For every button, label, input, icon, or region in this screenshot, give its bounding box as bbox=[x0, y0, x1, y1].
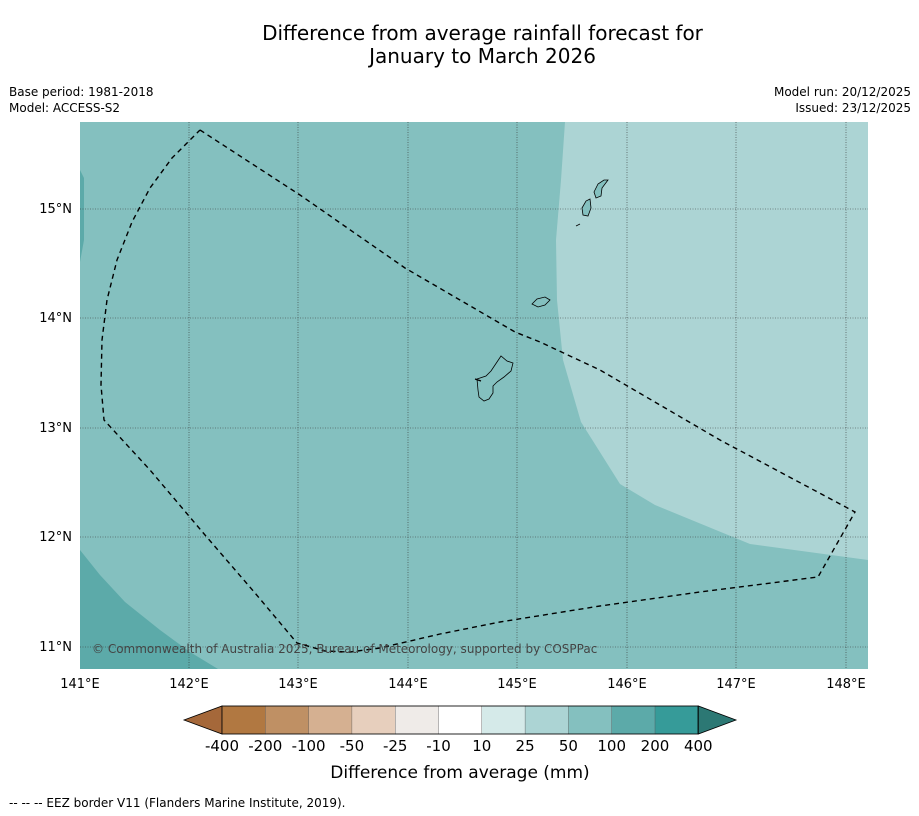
rain-band-100-200-west bbox=[80, 170, 84, 262]
lon-label-143: 143°E bbox=[278, 677, 318, 692]
model-name: Model: ACCESS-S2 bbox=[9, 101, 121, 115]
lat-label-12: 12°N bbox=[39, 530, 72, 545]
guam-island bbox=[476, 355, 514, 402]
longitude-labels: 141°E 142°E 143°E 144°E 145°E 146°E 147°… bbox=[60, 677, 866, 692]
colorbar-swatches bbox=[182, 705, 738, 735]
colorbar-swatch-8 bbox=[524, 705, 570, 735]
copyright-notice: © Commonwealth of Australia 2025, Bureau… bbox=[92, 642, 597, 656]
latitude-labels: 15°N 14°N 13°N 12°N 11°N bbox=[39, 202, 72, 655]
aguijan-island bbox=[575, 223, 581, 227]
colorbar-frame bbox=[221, 705, 699, 735]
meta-right: Model run: 20/12/2025 Issued: 23/12/2025 bbox=[774, 84, 911, 116]
issued-date: Issued: 23/12/2025 bbox=[795, 101, 911, 115]
colorbar-label: -200 bbox=[248, 737, 282, 755]
lon-label-144: 144°E bbox=[388, 677, 428, 692]
lat-label-14: 14°N bbox=[39, 311, 72, 326]
eez-border bbox=[100, 129, 856, 653]
islands bbox=[476, 179, 609, 402]
colorbar-swatch-4 bbox=[351, 705, 396, 735]
rain-band-100-200-southwest bbox=[80, 550, 218, 669]
colorbar-label: 400 bbox=[684, 737, 713, 755]
eez-legend-footer: -- -- -- EEZ border V11 (Flanders Marine… bbox=[9, 796, 346, 810]
colorbar-swatch-1 bbox=[221, 705, 266, 735]
rain-band-25-50 bbox=[556, 122, 868, 560]
lat-label-15: 15°N bbox=[39, 202, 72, 217]
colorbar-swatch-2 bbox=[265, 705, 310, 735]
colorbar: -400 -200 -100 -50 -25 -10 10 25 50 100 200 400 Dif… bbox=[182, 705, 738, 783]
colorbar-swatch-3 bbox=[308, 705, 353, 735]
lon-label-147: 147°E bbox=[716, 677, 756, 692]
guam-outline-detail bbox=[474, 378, 482, 382]
colorbar-label: -10 bbox=[426, 737, 451, 755]
colorbar-swatch-7 bbox=[481, 705, 526, 735]
colorbar-label: -100 bbox=[292, 737, 326, 755]
colorbar-swatch-6 bbox=[438, 705, 483, 735]
colorbar-title: Difference from average (mm) bbox=[330, 763, 589, 783]
colorbar-label: 25 bbox=[516, 737, 535, 755]
colorbar-swatch-5 bbox=[395, 705, 440, 735]
saipan-island bbox=[593, 179, 609, 199]
colorbar-label: 100 bbox=[597, 737, 626, 755]
lon-label-146: 146°E bbox=[607, 677, 647, 692]
base-period: Base period: 1981-2018 bbox=[9, 85, 154, 99]
tinian-island bbox=[581, 198, 592, 217]
lat-label-11: 11°N bbox=[39, 640, 72, 655]
lon-label-141: 141°E bbox=[60, 677, 100, 692]
colorbar-extend-high bbox=[697, 705, 738, 735]
colorbar-label: 200 bbox=[641, 737, 670, 755]
rota-island bbox=[531, 296, 551, 308]
title-line-2: January to March 2026 bbox=[369, 44, 596, 68]
chart-title: Difference from average rainfall forecas… bbox=[0, 22, 919, 68]
colorbar-label: 10 bbox=[472, 737, 491, 755]
colorbar-label: 50 bbox=[559, 737, 578, 755]
colorbar-extend-low bbox=[182, 705, 223, 735]
lat-label-13: 13°N bbox=[39, 421, 72, 436]
colorbar-swatch-10 bbox=[611, 705, 656, 735]
lon-label-142: 142°E bbox=[169, 677, 209, 692]
meta-left: Base period: 1981-2018 Model: ACCESS-S2 bbox=[9, 84, 154, 116]
title-line-1: Difference from average rainfall forecas… bbox=[262, 21, 703, 45]
gridlines bbox=[80, 122, 868, 669]
lon-label-148: 148°E bbox=[826, 677, 866, 692]
colorbar-swatch-9 bbox=[568, 705, 613, 735]
colorbar-label: -400 bbox=[205, 737, 239, 755]
colorbar-label: -50 bbox=[340, 737, 365, 755]
model-run: Model run: 20/12/2025 bbox=[773, 85, 911, 99]
map-area: © Commonwealth of Australia 2025, Bureau… bbox=[80, 122, 868, 669]
lon-label-145: 145°E bbox=[497, 677, 537, 692]
colorbar-labels: -400 -200 -100 -50 -25 -10 10 25 50 100 200 400 bbox=[205, 737, 713, 755]
colorbar-label: -25 bbox=[383, 737, 408, 755]
colorbar-swatch-11 bbox=[654, 705, 699, 735]
